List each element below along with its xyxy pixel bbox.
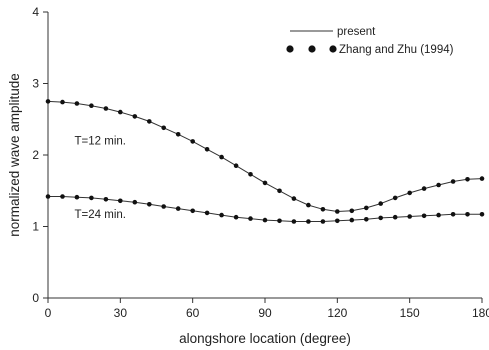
data-point bbox=[465, 212, 470, 217]
data-point bbox=[103, 106, 109, 111]
data-point bbox=[161, 125, 166, 131]
data-point bbox=[450, 179, 456, 184]
legend-label-present: present bbox=[337, 26, 376, 38]
data-point bbox=[219, 154, 224, 160]
data-point bbox=[248, 172, 253, 177]
data-point bbox=[147, 202, 152, 207]
data-point bbox=[277, 218, 282, 224]
data-point bbox=[103, 197, 109, 202]
data-point bbox=[118, 109, 123, 115]
data-point bbox=[407, 190, 413, 196]
data-point bbox=[89, 195, 94, 201]
x-tick-label: 150 bbox=[400, 306, 420, 320]
data-point bbox=[479, 212, 485, 217]
data-point bbox=[118, 198, 123, 204]
data-point bbox=[378, 201, 384, 206]
data-point bbox=[74, 194, 80, 200]
data-point bbox=[306, 219, 311, 224]
y-tick-label: 0 bbox=[32, 291, 39, 305]
data-point bbox=[248, 216, 253, 221]
series-curves bbox=[47, 100, 483, 222]
data-point bbox=[161, 204, 166, 209]
data-point bbox=[407, 214, 413, 219]
data-point bbox=[392, 195, 398, 201]
data-point bbox=[392, 214, 398, 220]
series-line-0 bbox=[47, 100, 483, 213]
data-point bbox=[349, 217, 355, 223]
data-point bbox=[175, 206, 181, 211]
data-point bbox=[479, 176, 485, 181]
y-tick-label: 2 bbox=[32, 148, 39, 162]
series-markers bbox=[45, 99, 485, 224]
y-tick-label: 3 bbox=[32, 77, 39, 91]
data-point bbox=[233, 163, 239, 168]
annotation-t24: T=24 min. bbox=[75, 209, 126, 221]
data-point bbox=[132, 199, 138, 205]
data-point bbox=[277, 188, 282, 194]
x-tick-label: 180 bbox=[472, 306, 489, 320]
y-axis-title: normalized wave amplitude bbox=[7, 73, 22, 237]
y-tick-label: 4 bbox=[32, 5, 39, 19]
data-point bbox=[74, 101, 80, 106]
y-tick-label: 1 bbox=[32, 220, 39, 234]
legend-dot bbox=[308, 45, 316, 53]
data-point bbox=[60, 194, 65, 199]
legend-dot bbox=[286, 45, 294, 53]
data-point bbox=[262, 180, 268, 186]
data-point bbox=[421, 213, 427, 219]
data-point bbox=[233, 214, 239, 220]
tick-labels: 0 30 60 90 120 150 180 0 1 2 3 4 bbox=[32, 5, 489, 320]
data-point bbox=[335, 209, 340, 214]
data-point bbox=[204, 210, 210, 216]
legend-label-zhang-zhu: Zhang and Zhu (1994) bbox=[339, 44, 454, 56]
data-point bbox=[320, 219, 326, 224]
x-axis-title: alongshore location (degree) bbox=[179, 331, 351, 346]
data-point bbox=[89, 103, 94, 108]
legend: present Zhang and Zhu (1994) bbox=[286, 26, 454, 56]
data-point bbox=[175, 132, 181, 137]
data-point bbox=[320, 207, 326, 212]
data-point bbox=[421, 186, 427, 191]
data-point bbox=[378, 215, 384, 221]
data-point bbox=[204, 147, 210, 152]
data-point bbox=[291, 219, 297, 224]
x-tick-label: 0 bbox=[45, 306, 52, 320]
x-tick-label: 60 bbox=[186, 306, 200, 320]
data-point bbox=[291, 196, 297, 201]
data-point bbox=[450, 212, 456, 217]
data-point bbox=[219, 212, 224, 218]
data-point bbox=[45, 194, 51, 199]
data-point bbox=[335, 218, 340, 224]
data-point bbox=[132, 114, 138, 119]
data-point bbox=[436, 212, 441, 218]
x-tick-label: 90 bbox=[258, 306, 272, 320]
data-point bbox=[306, 202, 311, 208]
data-point bbox=[45, 99, 51, 104]
data-point bbox=[349, 208, 355, 214]
data-point bbox=[262, 217, 268, 223]
data-point bbox=[147, 119, 152, 124]
legend-dot bbox=[329, 45, 337, 53]
x-tick-label: 30 bbox=[114, 306, 128, 320]
tick-marks bbox=[43, 11, 483, 303]
data-point bbox=[60, 99, 65, 105]
data-point bbox=[190, 139, 195, 144]
annotation-t12: T=12 min. bbox=[75, 135, 126, 147]
x-tick-label: 120 bbox=[327, 306, 347, 320]
data-point bbox=[364, 205, 369, 211]
data-point bbox=[465, 177, 470, 182]
data-point bbox=[436, 182, 441, 188]
data-point bbox=[364, 217, 369, 222]
data-point bbox=[190, 208, 195, 214]
